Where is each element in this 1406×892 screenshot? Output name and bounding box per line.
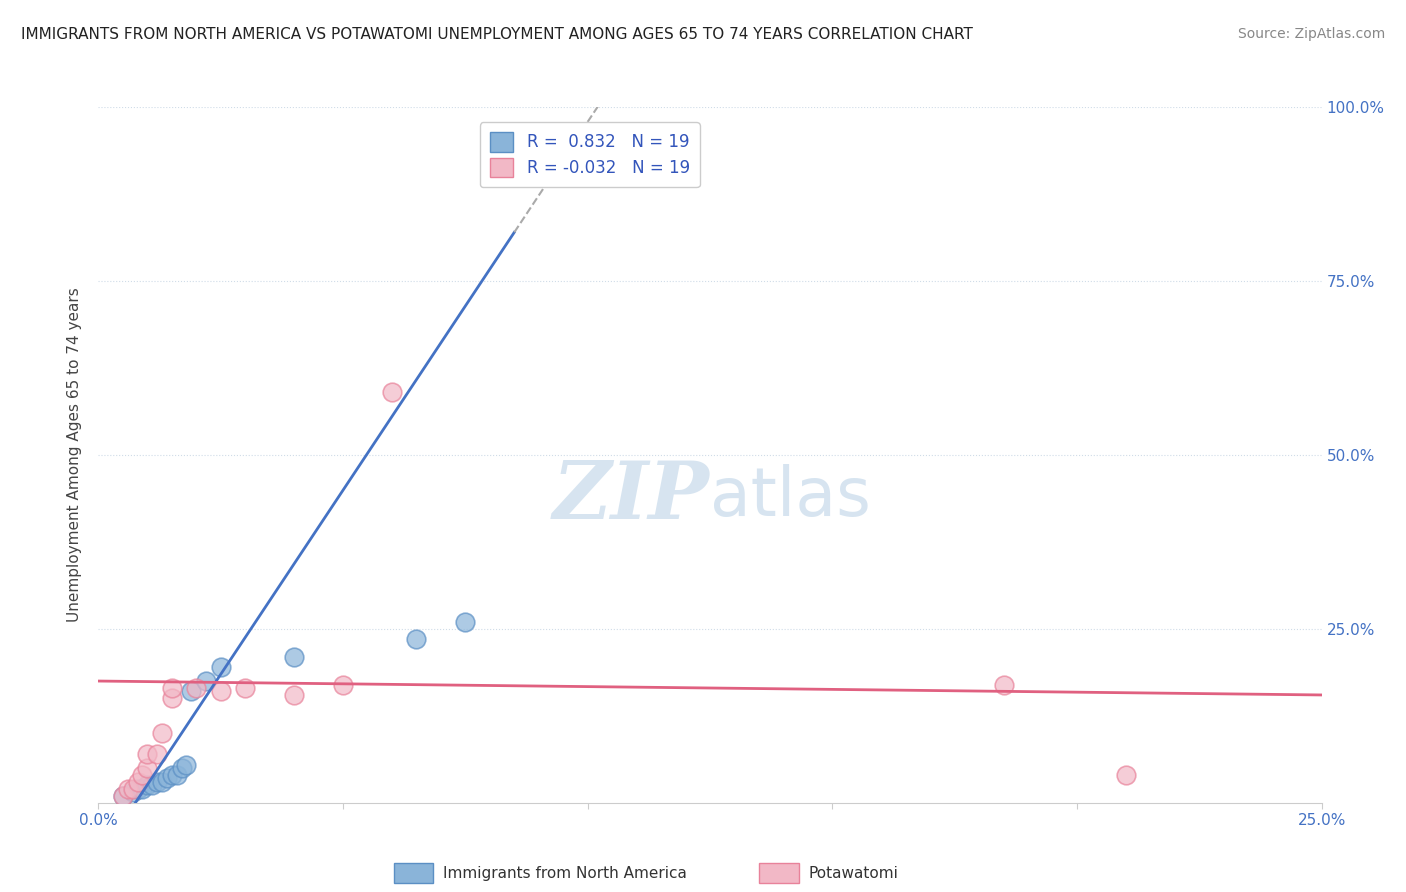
Point (454, 615, 477, 629)
Point (150, 726, 173, 740)
Point (993, 677, 1015, 691)
Point (160, 768, 183, 782)
Point (156, 772, 179, 786)
Point (111, 789, 134, 803)
Point (209, 660, 232, 674)
Point (127, 781, 149, 796)
Point (136, 778, 159, 792)
Point (195, 674, 218, 689)
Text: atlas: atlas (710, 464, 870, 530)
Point (136, 747, 159, 761)
Point (111, 789, 134, 803)
Point (166, 768, 188, 782)
Point (150, 775, 173, 789)
Point (176, 757, 198, 772)
Point (127, 775, 149, 789)
Point (160, 691, 183, 706)
Text: IMMIGRANTS FROM NORTH AMERICA VS POTAWATOMI UNEMPLOYMENT AMONG AGES 65 TO 74 YEA: IMMIGRANTS FROM NORTH AMERICA VS POTAWAT… (21, 27, 973, 42)
Y-axis label: Unemployment Among Ages 65 to 74 years: Unemployment Among Ages 65 to 74 years (67, 287, 83, 623)
Point (283, 649, 305, 664)
Point (131, 781, 153, 796)
Point (1115, 768, 1137, 782)
Text: ZIP: ZIP (553, 458, 710, 535)
Point (170, 761, 193, 775)
Point (136, 761, 159, 775)
Point (283, 688, 305, 702)
Point (186, 681, 208, 695)
Point (332, 677, 354, 691)
Point (117, 781, 139, 796)
Point (121, 781, 143, 796)
Point (233, 681, 256, 695)
Point (180, 684, 202, 698)
Legend: R =  0.832   N = 19, R = -0.032   N = 19: R = 0.832 N = 19, R = -0.032 N = 19 (479, 122, 700, 187)
Point (121, 785, 143, 799)
Point (405, 632, 427, 647)
Point (209, 684, 232, 698)
Point (381, 385, 404, 400)
Point (141, 778, 163, 792)
Point (131, 768, 153, 782)
Text: Immigrants from North America: Immigrants from North America (443, 866, 686, 880)
Point (146, 747, 169, 761)
Point (160, 681, 183, 695)
Point (146, 775, 169, 789)
Text: Potawatomi: Potawatomi (808, 866, 898, 880)
Text: Source: ZipAtlas.com: Source: ZipAtlas.com (1237, 27, 1385, 41)
